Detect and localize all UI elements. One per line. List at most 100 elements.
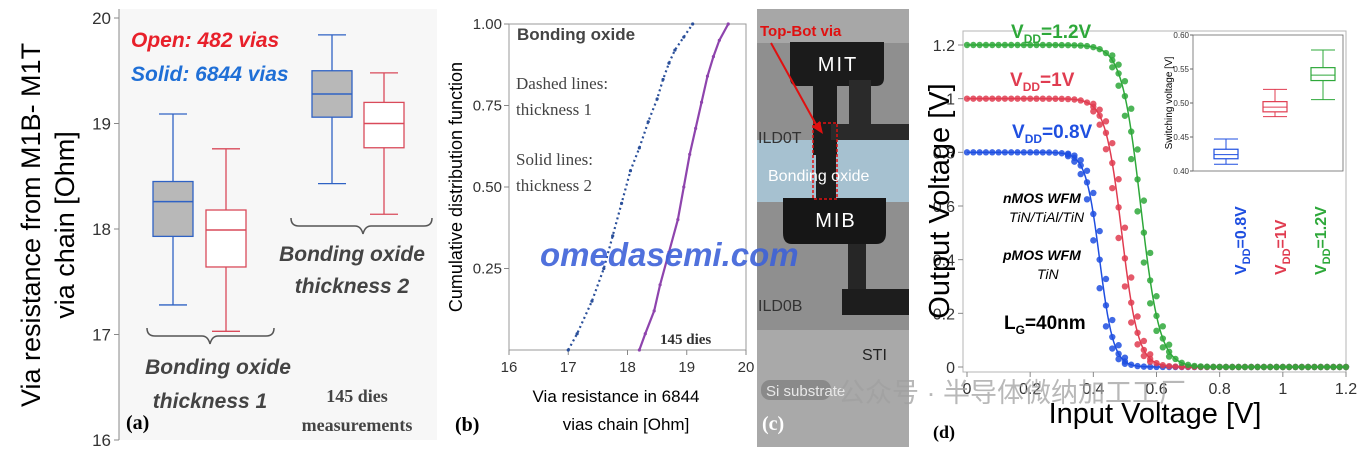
cdf-point-solid xyxy=(652,309,656,313)
vtc-point xyxy=(1292,363,1299,371)
watermark: omedasemi.com xyxy=(540,236,799,273)
inset-ytick-label: 0.60 xyxy=(1173,31,1189,40)
vtc-point xyxy=(970,95,977,102)
vtc-point xyxy=(1165,362,1173,370)
vtc-point xyxy=(1096,227,1103,235)
vtc-point xyxy=(989,95,996,102)
vtc-point xyxy=(1134,341,1141,348)
vtc-point xyxy=(1128,361,1135,368)
panel-a-ylabel-line1: Via resistance from M1B- M1T xyxy=(16,43,46,407)
vtc-point xyxy=(1317,363,1324,371)
vtc-point xyxy=(1077,97,1084,104)
vtc-point xyxy=(1254,363,1261,371)
panel-d-series xyxy=(963,41,1350,371)
cdf-point-dashed xyxy=(673,48,677,52)
vtc-point xyxy=(976,149,983,156)
cdf-point-solid xyxy=(711,55,716,59)
cdf-line-dashed xyxy=(567,23,694,351)
note-line2: measurements xyxy=(302,415,413,435)
inset-box-body xyxy=(1310,67,1336,82)
vtc-point xyxy=(1033,41,1040,49)
inset-ytick-label: 0.45 xyxy=(1173,133,1189,142)
vtc-point xyxy=(1115,350,1122,358)
vtc-point xyxy=(1096,112,1103,119)
inset-vdd-label: VDD=1V xyxy=(1273,219,1293,275)
cdf-point-solid xyxy=(658,283,662,287)
vtc-point xyxy=(1323,363,1331,371)
d-xtick-label: 0.6 xyxy=(1145,381,1167,398)
vtc-point xyxy=(1077,156,1084,164)
cdf-point-solid xyxy=(688,152,692,156)
via-upper xyxy=(813,80,837,155)
note-line1: 145 dies xyxy=(326,386,388,406)
box-body xyxy=(152,180,194,238)
vtc-point xyxy=(1159,344,1167,351)
vtc-point xyxy=(1071,42,1078,49)
vtc-point xyxy=(963,41,971,49)
vtc-point xyxy=(1102,302,1110,309)
vtc-point xyxy=(1248,363,1255,371)
vtc-point xyxy=(1014,41,1021,49)
b-annot-dashed-2: thickness 1 xyxy=(516,100,592,119)
vtc-point xyxy=(970,41,977,49)
vtc-point xyxy=(1330,363,1337,371)
vtc-point xyxy=(1115,342,1122,349)
d-ytick-label: 1 xyxy=(946,92,955,109)
vtc-point xyxy=(1001,149,1009,156)
vtc-point xyxy=(1109,57,1116,64)
vtc-point xyxy=(1203,363,1211,370)
cdf-point-solid xyxy=(694,126,698,130)
b-ytick-label: 0.75 xyxy=(473,98,502,115)
mit-metal xyxy=(790,42,884,86)
panel-b-ticks: 16 17 18 19 20 0.25 0.50 0.75 1.00 xyxy=(473,16,755,376)
vtc-point xyxy=(1090,189,1097,197)
vtc-point xyxy=(1140,259,1148,266)
vtc-point xyxy=(1102,145,1110,153)
panel-b-xlabel-line1: Via resistance in 6844 xyxy=(533,387,700,406)
cdf-point-dashed xyxy=(646,120,650,124)
label-ild0t: ILD0T xyxy=(758,130,802,147)
vtc-point xyxy=(1159,335,1167,342)
label-bonding: Bonding oxide xyxy=(768,168,870,185)
vtc-point xyxy=(1336,363,1343,371)
b-annot-solid: Solid lines: xyxy=(516,150,593,169)
d-ytick-label: 0.8 xyxy=(933,145,955,162)
brace-thickness-1 xyxy=(146,327,275,345)
vtc-point xyxy=(995,149,1002,156)
vtc-point xyxy=(1121,283,1129,290)
b-annot-dies: 145 dies xyxy=(660,332,711,348)
inset-ytick-label: 0.55 xyxy=(1173,65,1189,74)
vtc-point xyxy=(1140,229,1148,236)
vtc-point xyxy=(1090,103,1097,111)
vtc-point xyxy=(1052,95,1059,102)
group-label-1-line2: thickness 1 xyxy=(153,390,267,413)
contact-column xyxy=(849,80,871,132)
panel-d-label: (d) xyxy=(933,422,955,443)
via-highlight-box xyxy=(812,122,838,200)
d-xtick-label: 0.8 xyxy=(1209,381,1231,398)
panel-d-xlabel: Input Voltage [V] xyxy=(1049,398,1262,430)
vtc-point xyxy=(1039,41,1047,49)
vtc-point xyxy=(1197,363,1204,370)
panel-b-xlabel-line2: vias chain [Ohm] xyxy=(563,415,690,434)
vtc-point xyxy=(1083,167,1091,174)
cdf-point-dashed xyxy=(619,201,624,205)
vtc-point xyxy=(1001,95,1009,102)
vtc-point xyxy=(1014,149,1021,156)
cdf-point-solid xyxy=(667,250,671,254)
b-ytick-label: 1.00 xyxy=(473,16,502,33)
vtc-point xyxy=(1020,149,1028,156)
nmos-title: nMOS WFM xyxy=(1003,190,1081,206)
b-xtick-label: 16 xyxy=(501,359,518,376)
inset-box-body xyxy=(1213,148,1239,160)
vtc-point xyxy=(1241,363,1249,371)
d-xtick-label: 0.4 xyxy=(1082,381,1104,398)
vtc-point xyxy=(1140,346,1148,354)
d-ytick-label: 1.2 xyxy=(933,38,955,55)
label-substrate: Si substrate xyxy=(766,383,845,400)
vtc-point xyxy=(1210,363,1217,371)
vtc-point xyxy=(1134,329,1141,336)
vdd-label: VDD=0.8V xyxy=(1012,122,1093,146)
cdf-point-dashed xyxy=(682,35,686,39)
vtc-point xyxy=(989,41,996,49)
